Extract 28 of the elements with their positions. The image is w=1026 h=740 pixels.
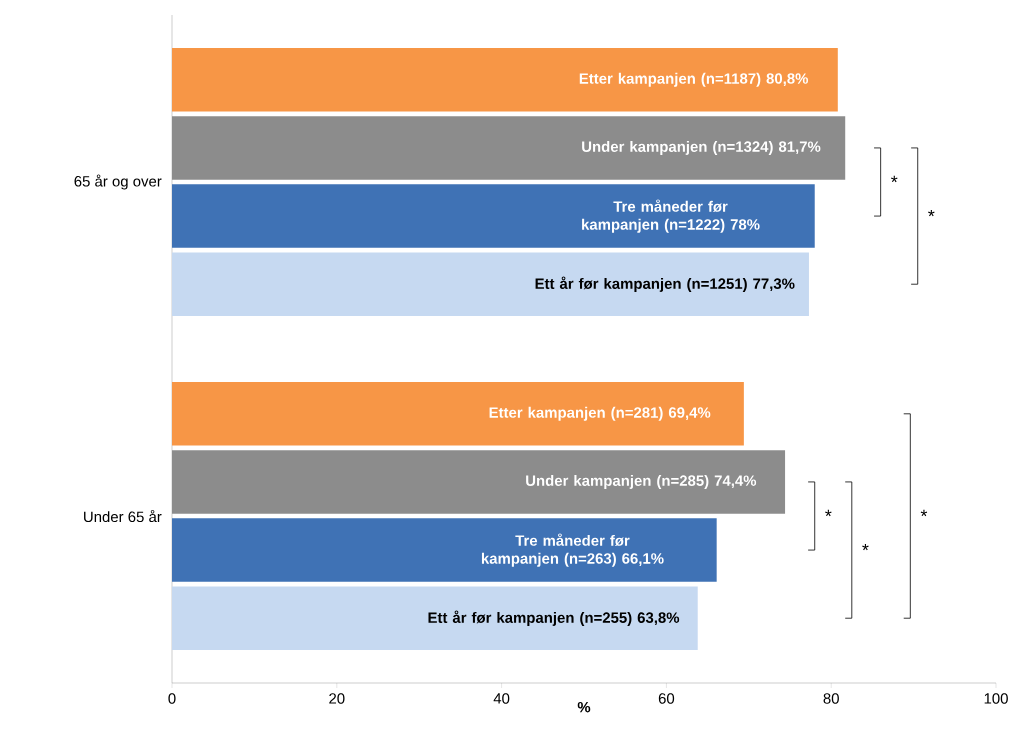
- annotation: *: [862, 543, 869, 551]
- x-tick-label: 80: [823, 693, 839, 704]
- annotation: *: [891, 175, 898, 183]
- bar: [172, 518, 717, 582]
- bar: [172, 48, 838, 112]
- x-tick-label: 40: [493, 693, 510, 704]
- data-label: Under kampanjen (n=285) 74,4%: [526, 474, 757, 489]
- y-tick-label: Under 65 år: [84, 509, 162, 523]
- data-label: Ett år før kampanjen (n=255) 63,8%: [428, 610, 680, 626]
- x-tick-label: 20: [329, 693, 345, 704]
- annotation: *: [825, 509, 832, 517]
- bar: [172, 586, 698, 650]
- x-axis-title: %: [577, 701, 591, 713]
- data-label: Ett år før kampanjen (n=1251) 77,3%: [535, 276, 795, 292]
- bar: [172, 184, 815, 248]
- x-tick-label: 0: [168, 693, 176, 704]
- x-tick-label: 100: [984, 693, 1008, 704]
- x-tick-label: 60: [658, 693, 675, 704]
- data-label: Etter kampanjen (n=281) 69,4%: [489, 406, 711, 421]
- data-label: Tre måneder før kampanjen (n=1222) 78%: [582, 199, 760, 233]
- annotation: *: [920, 509, 928, 517]
- annotation: *: [928, 209, 935, 217]
- data-label: Tre måneder før kampanjen (n=263) 66,1%: [481, 533, 664, 567]
- data-label: Etter kampanjen (n=1187) 80,8%: [579, 72, 809, 87]
- bar: [172, 382, 744, 446]
- bar: [172, 252, 809, 316]
- y-tick-label: 65 år og over: [74, 174, 162, 190]
- data-label: Under kampanjen (n=1324) 81,7%: [582, 140, 821, 155]
